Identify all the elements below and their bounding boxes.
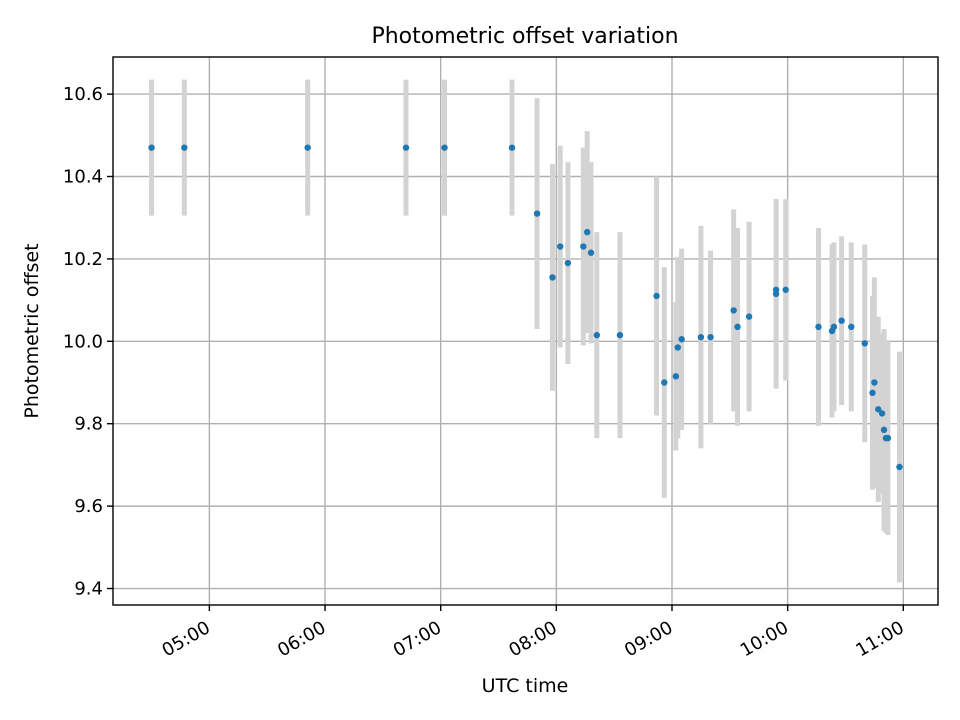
data-point: [782, 286, 789, 293]
y-tick-label: 10.0: [63, 331, 103, 352]
grid-lines: [113, 57, 938, 605]
data-point: [148, 144, 155, 151]
data-point: [441, 144, 448, 151]
data-point: [707, 333, 714, 341]
y-tick-label: 9.8: [74, 414, 103, 435]
data-point: [734, 323, 741, 331]
data-point: [549, 274, 556, 281]
data-points: [148, 144, 903, 471]
data-point: [772, 286, 780, 293]
data-point: [556, 243, 564, 250]
data-point: [508, 144, 516, 151]
data-point: [896, 463, 903, 471]
x-axis-label: UTC time: [482, 675, 569, 697]
plot-frame: [112, 56, 939, 606]
data-point: [745, 313, 753, 320]
y-tick-label: 10.4: [63, 166, 103, 187]
data-point: [871, 379, 878, 386]
data-point: [304, 144, 311, 151]
data-point: [402, 144, 410, 151]
data-point: [672, 373, 680, 380]
data-point: [830, 323, 838, 331]
data-point: [181, 144, 188, 151]
data-point: [593, 331, 601, 339]
y-tick-label: 9.6: [74, 496, 103, 517]
data-point: [838, 317, 845, 324]
data-point: [616, 331, 624, 339]
data-point: [869, 389, 876, 397]
data-point: [674, 344, 681, 351]
data-point: [875, 406, 882, 413]
y-tick-label: 10.2: [63, 249, 103, 270]
chart-title: Photometric offset variation: [371, 24, 678, 49]
data-point: [861, 340, 868, 347]
y-axis-label: Photometric offset: [21, 243, 43, 418]
y-axis-ticks: 9.4 9.6 9.8 10.0 10.2 10.4 10.6: [63, 84, 113, 600]
data-point: [564, 259, 572, 267]
data-point: [848, 323, 855, 331]
y-tick-label: 9.4: [74, 579, 103, 600]
data-point: [880, 426, 888, 434]
data-point: [697, 333, 705, 341]
data-point: [678, 336, 685, 343]
data-point: [587, 249, 595, 256]
data-point: [730, 307, 737, 314]
y-tick-label: 10.6: [63, 84, 103, 105]
data-point: [583, 228, 591, 236]
data-point: [580, 243, 587, 250]
data-point: [653, 292, 660, 300]
data-point: [884, 434, 892, 442]
data-point: [815, 323, 822, 331]
data-point: [661, 379, 668, 386]
data-point: [878, 410, 886, 417]
data-point: [533, 210, 541, 217]
